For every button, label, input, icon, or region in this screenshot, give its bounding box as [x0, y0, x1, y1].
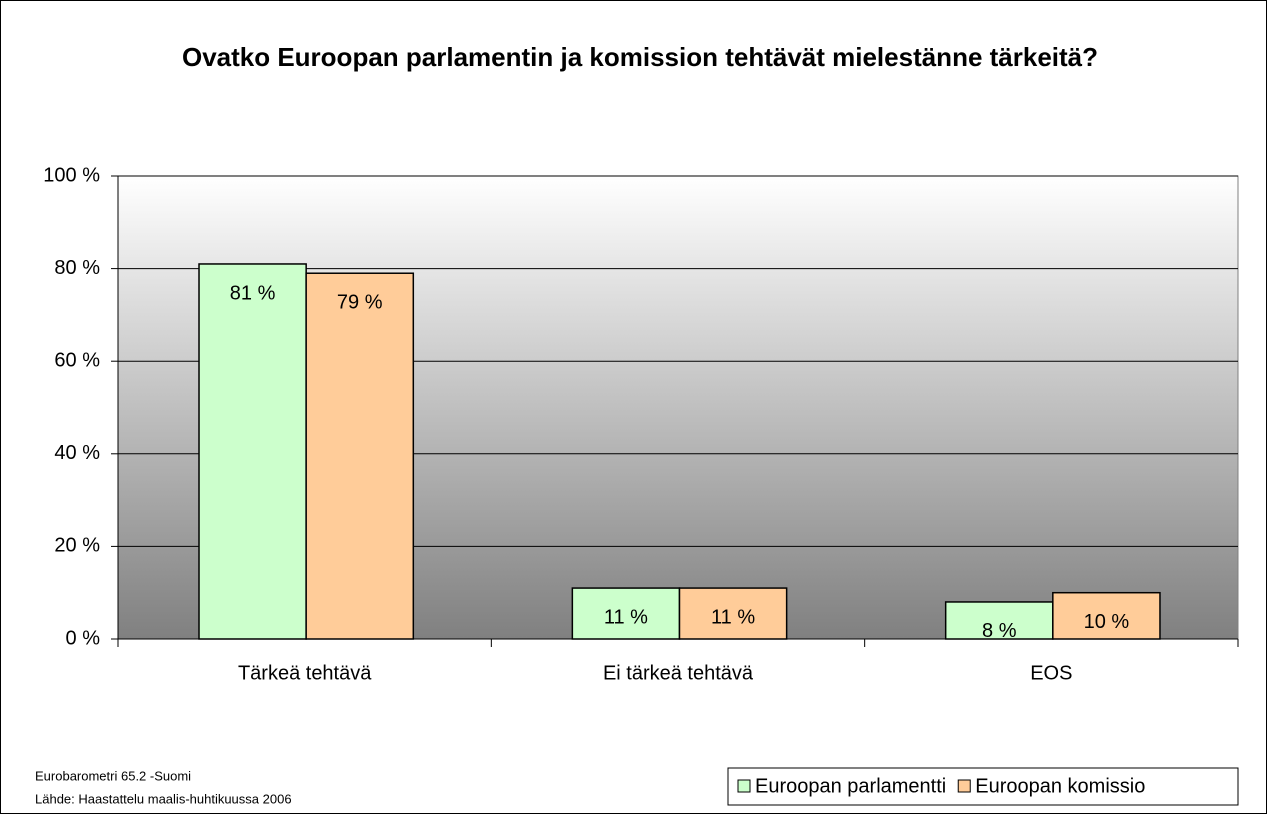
footnote: Lähde: Haastattelu maalis-huhtikuussa 20… [35, 791, 292, 806]
bar [198, 263, 307, 640]
bar [1052, 591, 1161, 640]
legend-swatch [957, 779, 971, 793]
bar [944, 601, 1054, 640]
legend-box [727, 767, 1239, 806]
value-label: 8 % [982, 620, 1017, 642]
value-label: 81 % [230, 282, 276, 304]
y-tick-label: 80 % [54, 257, 100, 279]
value-label: 10 % [1084, 611, 1130, 633]
y-tick-label: 20 % [54, 535, 100, 557]
legend-swatch [737, 779, 751, 793]
y-tick-label: 100 % [43, 164, 100, 186]
bar [571, 587, 681, 640]
value-label: 11 % [604, 606, 648, 628]
bar [305, 272, 415, 640]
value-label: 11 % [711, 606, 755, 628]
x-tick-label: EOS [1030, 662, 1072, 684]
legend-label: Euroopan parlamentti [755, 775, 946, 797]
y-tick-label: 40 % [54, 442, 100, 464]
y-tick-label: 60 % [54, 349, 100, 371]
x-tick-label: Ei tärkeä tehtävä [603, 662, 754, 684]
y-tick-label: 0 % [66, 627, 101, 649]
legend-label: Euroopan komissio [975, 775, 1145, 797]
footnote: Eurobarometri 65.2 -Suomi [35, 768, 191, 783]
chart-title: Ovatko Euroopan parlamentin ja komission… [181, 42, 1099, 72]
x-tick-label: Tärkeä tehtävä [238, 662, 372, 684]
value-label: 79 % [337, 292, 383, 314]
bar [678, 587, 788, 640]
